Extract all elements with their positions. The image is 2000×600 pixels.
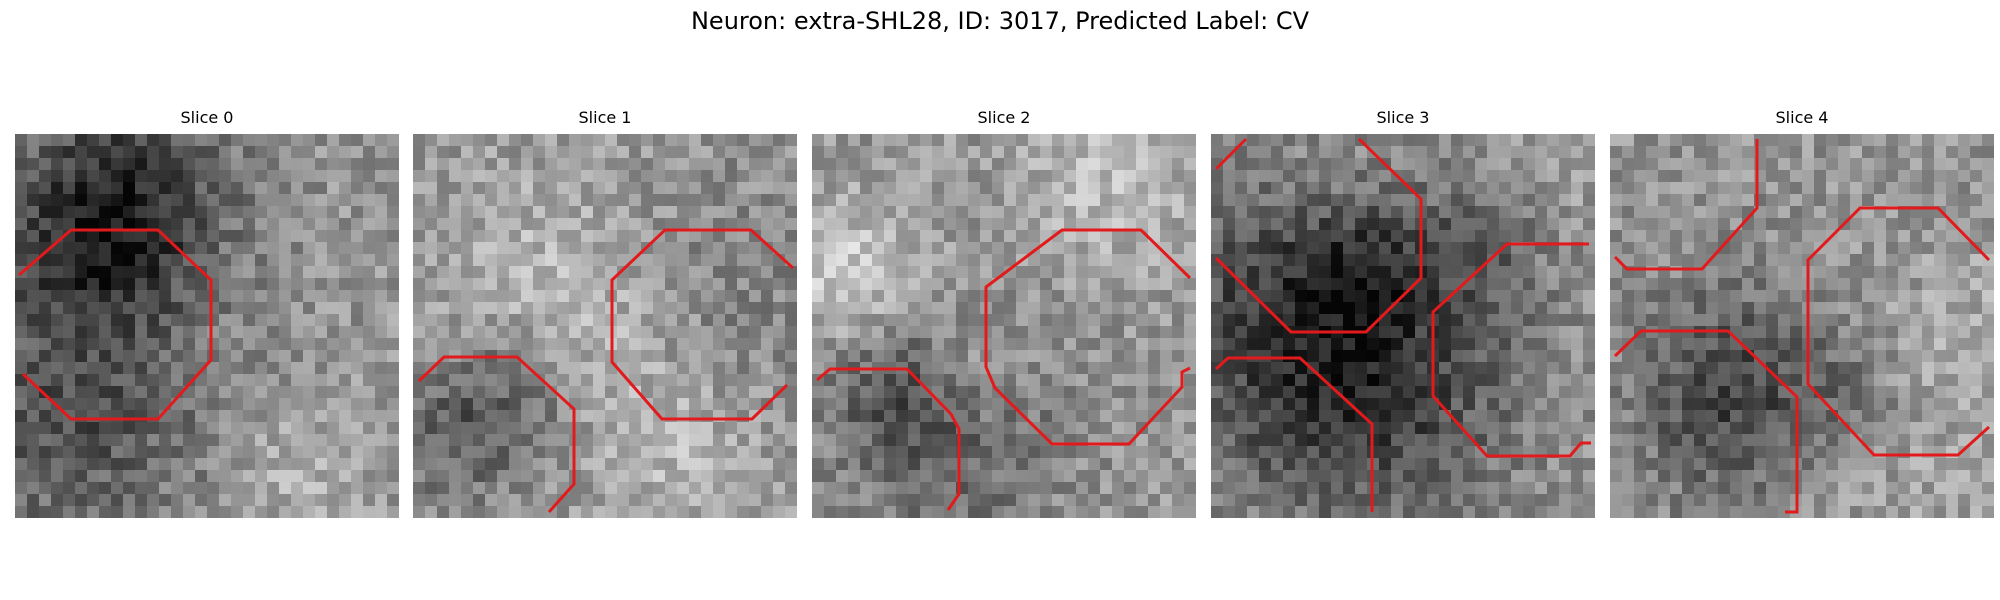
slice-image <box>413 134 797 518</box>
contour-overlay <box>812 134 1196 518</box>
slice-image <box>15 134 399 518</box>
contour-overlay <box>413 134 797 518</box>
contour-overlay <box>1211 134 1595 518</box>
contour-line <box>1216 139 1246 169</box>
slice-panel-3: Slice 3 <box>1211 108 1595 522</box>
slice-title: Slice 3 <box>1211 108 1595 128</box>
contour-line <box>19 230 211 419</box>
contour-line <box>612 230 793 419</box>
slice-title: Slice 0 <box>15 108 399 128</box>
slice-image <box>1610 134 1994 518</box>
slice-title: Slice 2 <box>812 108 1196 128</box>
contour-line <box>986 230 1190 444</box>
contour-line <box>1808 208 1989 455</box>
contour-overlay <box>15 134 399 518</box>
slice-panel-4: Slice 4 <box>1610 108 1994 522</box>
contour-overlay <box>1610 134 1994 518</box>
slice-panel-2: Slice 2 <box>812 108 1196 522</box>
contour-line <box>817 369 959 510</box>
contour-line <box>1216 358 1372 512</box>
contour-line <box>1216 139 1421 332</box>
slice-image <box>1211 134 1595 518</box>
contour-line <box>1433 244 1591 456</box>
slice-panel-1: Slice 1 <box>413 108 797 522</box>
slice-title: Slice 1 <box>413 108 797 128</box>
contour-line <box>419 357 574 512</box>
contour-line <box>1615 139 1757 269</box>
contour-line <box>1615 331 1797 512</box>
slice-panel-0: Slice 0 <box>15 108 399 522</box>
figure-title: Neuron: extra-SHL28, ID: 3017, Predicted… <box>0 7 2000 35</box>
slice-title: Slice 4 <box>1610 108 1994 128</box>
slice-image <box>812 134 1196 518</box>
